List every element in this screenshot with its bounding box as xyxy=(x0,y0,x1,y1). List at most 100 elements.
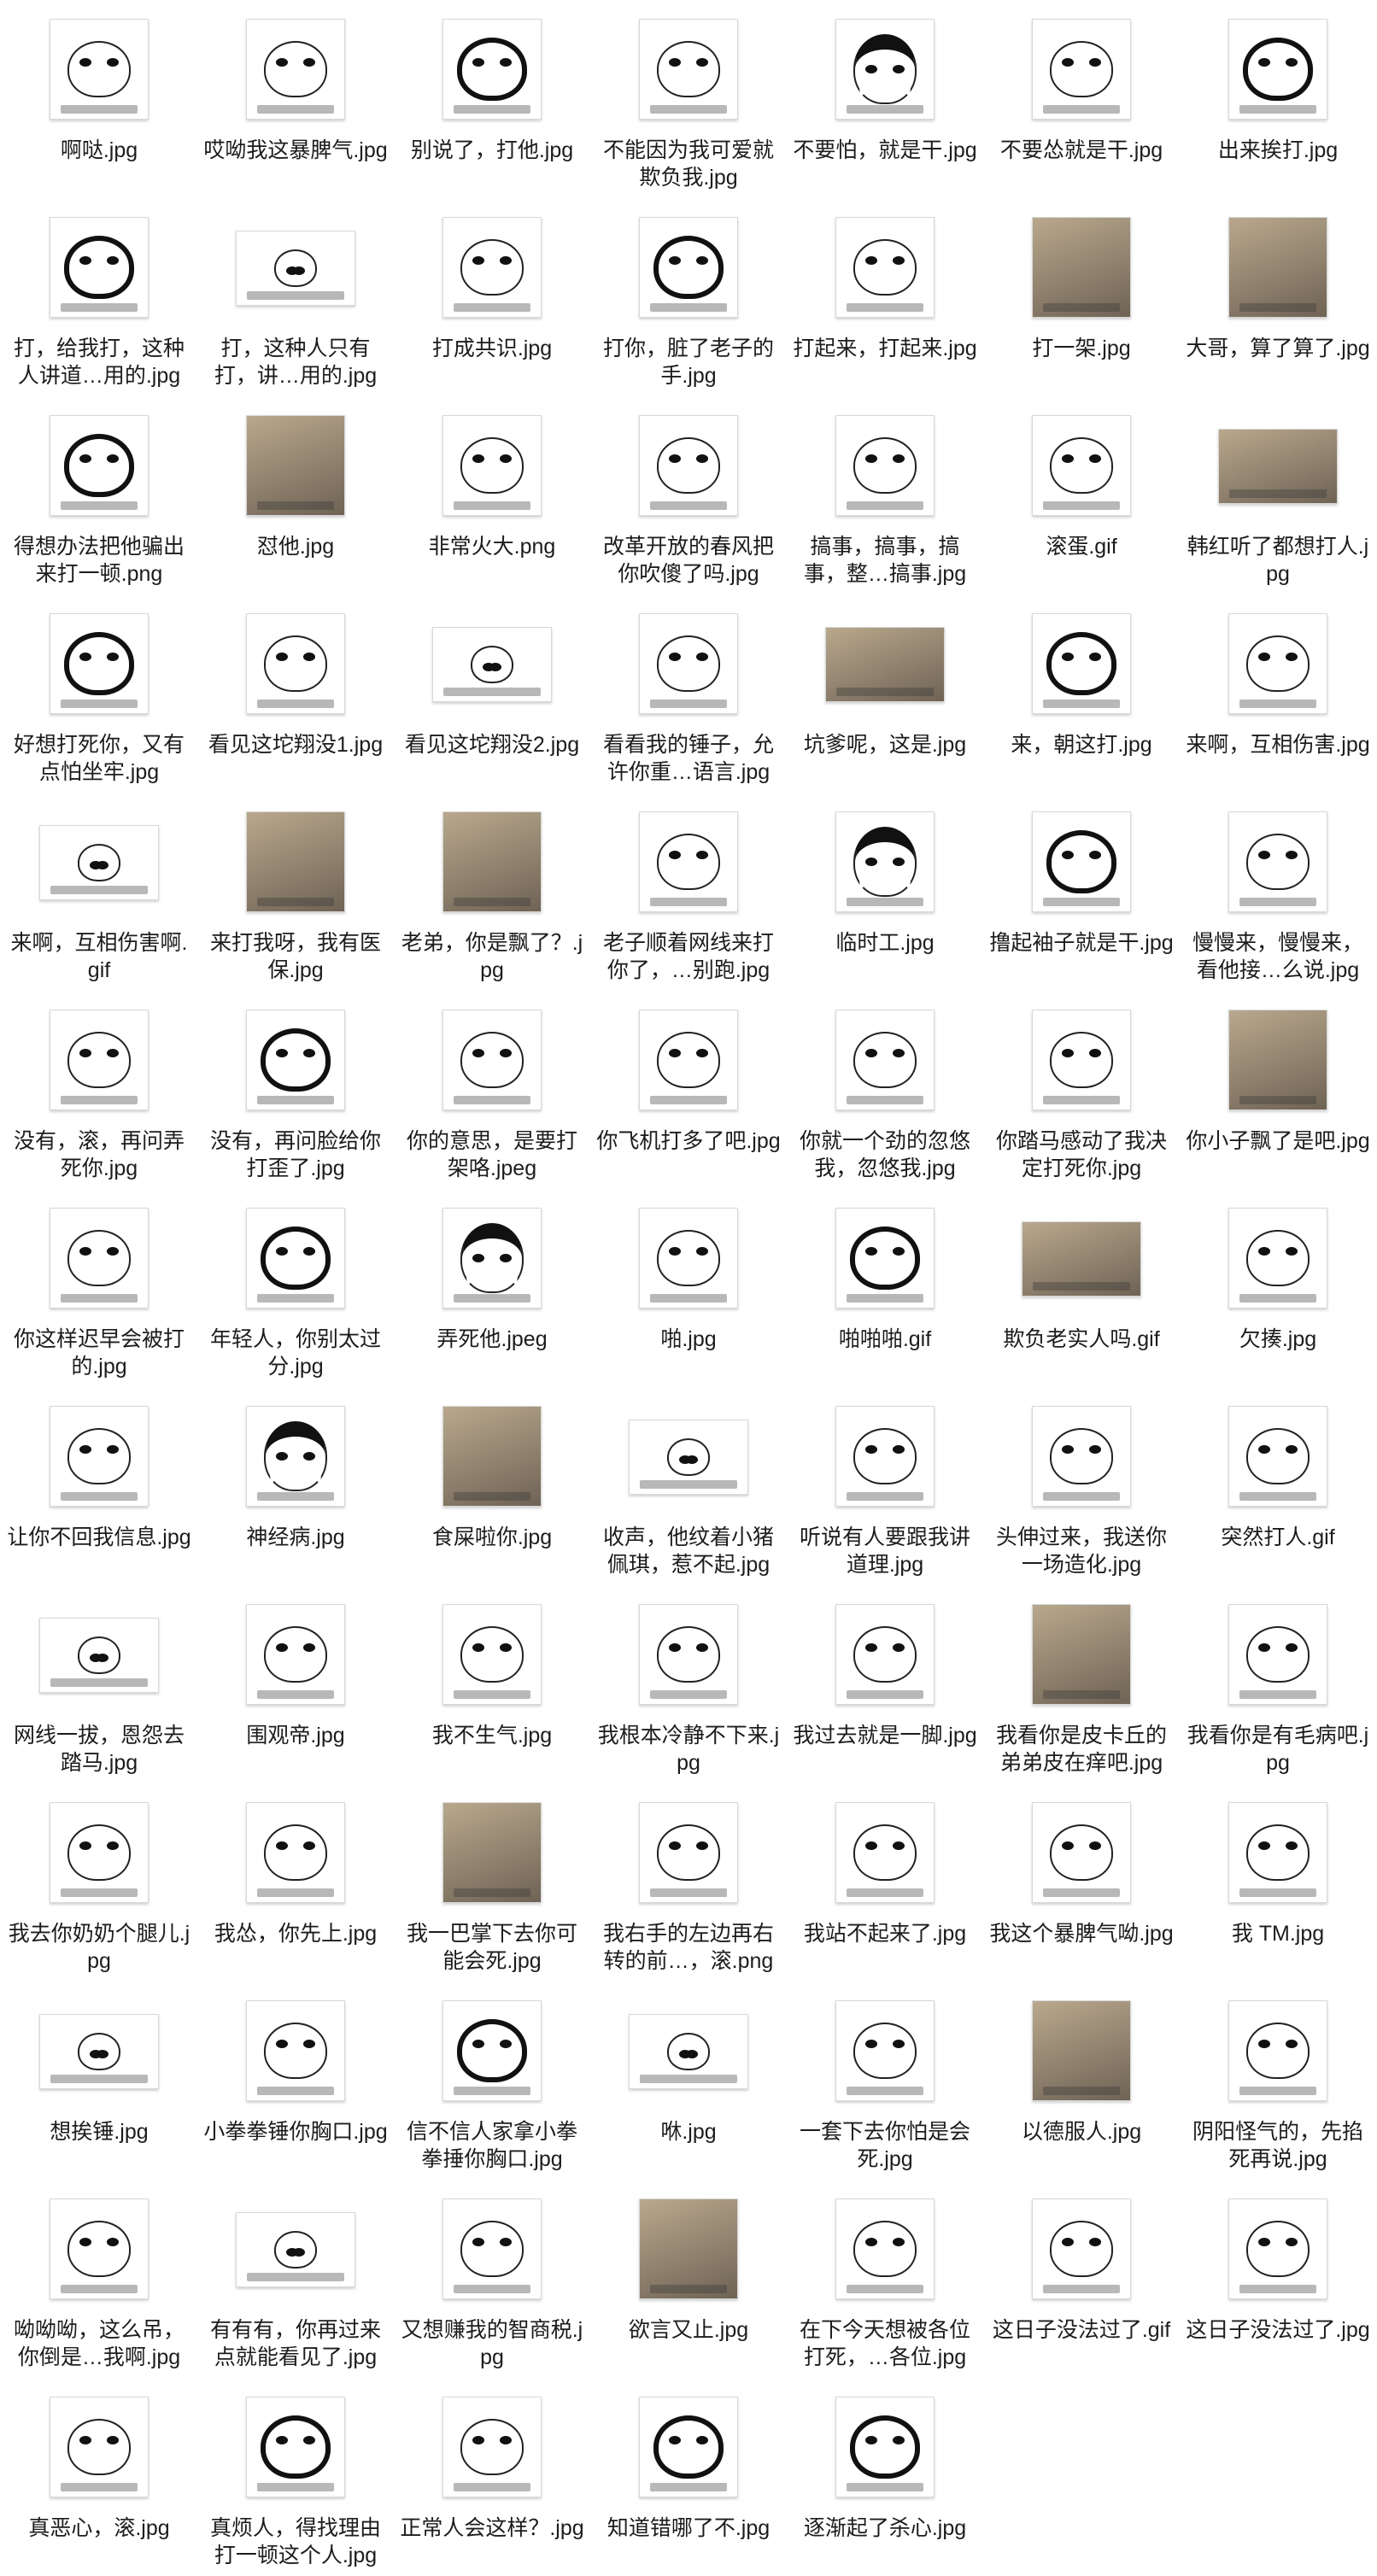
file-thumbnail[interactable] xyxy=(236,231,355,306)
file-thumbnail[interactable] xyxy=(50,613,149,714)
file-item[interactable]: 来啊，互相伤害.jpg xyxy=(1180,594,1376,793)
file-thumbnail[interactable] xyxy=(442,2397,542,2497)
file-thumbnail[interactable] xyxy=(442,2000,542,2101)
file-item[interactable]: 打，这种人只有打，讲…用的.jpg xyxy=(197,198,394,396)
file-thumbnail[interactable] xyxy=(442,415,542,516)
file-item[interactable]: 看见这坨翔没1.jpg xyxy=(197,594,394,793)
file-thumbnail[interactable] xyxy=(835,415,935,516)
file-thumbnail[interactable] xyxy=(629,2014,748,2089)
file-item[interactable]: 我怂，你先上.jpg xyxy=(197,1783,394,1982)
file-thumbnail[interactable] xyxy=(442,1604,542,1705)
file-item[interactable]: 听说有人要跟我讲道理.jpg xyxy=(787,1387,983,1585)
file-item[interactable]: 呦呦呦，这么吊，你倒是…我啊.jpg xyxy=(1,2180,197,2378)
file-thumbnail[interactable] xyxy=(835,2198,935,2299)
file-item[interactable]: 阴阳怪气的，先掐死再说.jpg xyxy=(1180,1982,1376,2180)
file-thumbnail[interactable] xyxy=(1228,2198,1327,2299)
file-item[interactable]: 不能因为我可爱就欺负我.jpg xyxy=(590,0,787,198)
file-thumbnail[interactable] xyxy=(39,1618,159,1693)
file-item[interactable]: 真恶心，滚.jpg xyxy=(1,2378,197,2576)
file-thumbnail[interactable] xyxy=(1228,1604,1327,1705)
file-item[interactable]: 韩红听了都想打人.jpg xyxy=(1180,396,1376,594)
file-item[interactable]: 不要怂就是干.jpg xyxy=(983,0,1180,198)
file-thumbnail[interactable] xyxy=(835,1604,935,1705)
file-thumbnail[interactable] xyxy=(442,1208,542,1308)
file-thumbnail[interactable] xyxy=(1228,19,1327,120)
file-item[interactable]: 神经病.jpg xyxy=(197,1387,394,1585)
file-item[interactable]: 我看你是有毛病吧.jpg xyxy=(1180,1585,1376,1783)
file-item[interactable]: 围观帝.jpg xyxy=(197,1585,394,1783)
file-item[interactable]: 不要怕，就是干.jpg xyxy=(787,0,983,198)
file-item[interactable]: 啪.jpg xyxy=(590,1189,787,1387)
file-thumbnail[interactable] xyxy=(1218,429,1338,504)
file-item[interactable]: 收声，他纹着小猪佩琪，惹不起.jpg xyxy=(590,1387,787,1585)
file-item[interactable]: 知道错哪了不.jpg xyxy=(590,2378,787,2576)
file-item[interactable]: 欠揍.jpg xyxy=(1180,1189,1376,1387)
file-item[interactable]: 弄死他.jpeg xyxy=(394,1189,590,1387)
file-thumbnail[interactable] xyxy=(835,1010,935,1110)
file-item[interactable]: 你小子飘了是吧.jpg xyxy=(1180,991,1376,1189)
file-thumbnail[interactable] xyxy=(639,217,738,318)
file-thumbnail[interactable] xyxy=(639,1802,738,1903)
file-thumbnail[interactable] xyxy=(639,613,738,714)
file-thumbnail[interactable] xyxy=(639,811,738,912)
file-thumbnail[interactable] xyxy=(246,1802,345,1903)
file-thumbnail[interactable] xyxy=(442,1802,542,1903)
file-item[interactable]: 打，给我打，这种人讲道…用的.jpg xyxy=(1,198,197,396)
file-item[interactable]: 来啊，互相伤害啊.gif xyxy=(1,793,197,991)
file-thumbnail[interactable] xyxy=(246,2397,345,2497)
file-item[interactable]: 没有，再问脸给你打歪了.jpg xyxy=(197,991,394,1189)
file-thumbnail[interactable] xyxy=(50,1802,149,1903)
file-thumbnail[interactable] xyxy=(246,1406,345,1507)
file-thumbnail[interactable] xyxy=(835,2397,935,2497)
file-thumbnail[interactable] xyxy=(50,415,149,516)
file-thumbnail[interactable] xyxy=(835,1802,935,1903)
file-thumbnail[interactable] xyxy=(1032,19,1131,120)
file-item[interactable]: 突然打人.gif xyxy=(1180,1387,1376,1585)
file-thumbnail[interactable] xyxy=(639,1604,738,1705)
file-item[interactable]: 打起来，打起来.jpg xyxy=(787,198,983,396)
file-item[interactable]: 出来挨打.jpg xyxy=(1180,0,1376,198)
file-item[interactable]: 真烦人，得找理由打一顿这个人.jpg xyxy=(197,2378,394,2576)
file-item[interactable]: 网线一拔，恩怨去踏马.jpg xyxy=(1,1585,197,1783)
file-thumbnail[interactable] xyxy=(50,1406,149,1507)
file-item[interactable]: 信不信人家拿小拳拳捶你胸口.jpg xyxy=(394,1982,590,2180)
file-item[interactable]: 以德服人.jpg xyxy=(983,1982,1180,2180)
file-item[interactable]: 又想赚我的智商税.jpg xyxy=(394,2180,590,2378)
file-thumbnail[interactable] xyxy=(835,217,935,318)
file-thumbnail[interactable] xyxy=(835,2000,935,2101)
file-thumbnail[interactable] xyxy=(246,1604,345,1705)
file-thumbnail[interactable] xyxy=(835,1406,935,1507)
file-thumbnail[interactable] xyxy=(236,2212,355,2287)
file-item[interactable]: 我 TM.jpg xyxy=(1180,1783,1376,1982)
file-thumbnail[interactable] xyxy=(39,2014,159,2089)
file-item[interactable]: 你就一个劲的忽悠我，忽悠我.jpg xyxy=(787,991,983,1189)
file-item[interactable]: 逐渐起了杀心.jpg xyxy=(787,2378,983,2576)
file-thumbnail[interactable] xyxy=(1032,2000,1131,2101)
file-item[interactable]: 非常火大.png xyxy=(394,396,590,594)
file-thumbnail[interactable] xyxy=(1228,811,1327,912)
file-item[interactable]: 看看我的锤子，允许你重…语言.jpg xyxy=(590,594,787,793)
file-item[interactable]: 好想打死你，又有点怕坐牢.jpg xyxy=(1,594,197,793)
file-item[interactable]: 我右手的左边再右转的前…，滚.png xyxy=(590,1783,787,1982)
file-thumbnail[interactable] xyxy=(50,1010,149,1110)
file-item[interactable]: 坑爹呢，这是.jpg xyxy=(787,594,983,793)
file-item[interactable]: 改革开放的春风把你吹傻了吗.jpg xyxy=(590,396,787,594)
file-item[interactable]: 年轻人，你别太过分.jpg xyxy=(197,1189,394,1387)
file-item[interactable]: 哎呦我这暴脾气.jpg xyxy=(197,0,394,198)
file-thumbnail[interactable] xyxy=(442,1010,542,1110)
file-thumbnail[interactable] xyxy=(639,1208,738,1308)
file-item[interactable]: 啪啪啪.gif xyxy=(787,1189,983,1387)
file-item[interactable]: 看见这坨翔没2.jpg xyxy=(394,594,590,793)
file-item[interactable]: 滚蛋.gif xyxy=(983,396,1180,594)
file-thumbnail[interactable] xyxy=(639,2198,738,2299)
file-thumbnail[interactable] xyxy=(39,825,159,900)
file-item[interactable]: 来，朝这打.jpg xyxy=(983,594,1180,793)
file-thumbnail[interactable] xyxy=(442,1406,542,1507)
file-thumbnail[interactable] xyxy=(50,2198,149,2299)
file-item[interactable]: 在下今天想被各位打死，…各位.jpg xyxy=(787,2180,983,2378)
file-thumbnail[interactable] xyxy=(1032,811,1131,912)
file-item[interactable]: 食屎啦你.jpg xyxy=(394,1387,590,1585)
file-thumbnail[interactable] xyxy=(442,811,542,912)
file-item[interactable]: 来打我呀，我有医保.jpg xyxy=(197,793,394,991)
file-item[interactable]: 啊哒.jpg xyxy=(1,0,197,198)
